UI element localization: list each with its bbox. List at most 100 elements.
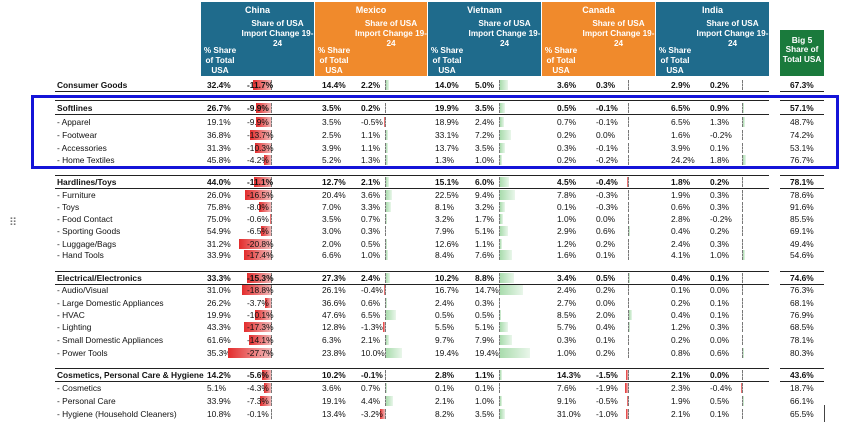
share-value: 3.5% bbox=[322, 214, 342, 224]
change-value: -0.1% bbox=[596, 103, 618, 113]
positive-bar bbox=[386, 143, 388, 153]
zero-axis bbox=[385, 285, 386, 295]
zero-axis bbox=[271, 310, 272, 320]
change-value: -0.2% bbox=[710, 214, 732, 224]
share-value: 19.1% bbox=[322, 396, 346, 406]
drag-handle-icon[interactable]: ⠿ bbox=[9, 217, 17, 229]
share-value: 0.1% bbox=[671, 285, 691, 295]
change-value: -0.6% bbox=[247, 214, 269, 224]
zero-axis bbox=[499, 285, 500, 295]
col-share-label: % Share of Total USA bbox=[430, 46, 464, 75]
positive-bar bbox=[386, 177, 390, 187]
section-underline bbox=[55, 381, 769, 382]
row-label: - Accessories bbox=[57, 143, 107, 153]
change-value: -0.1% bbox=[247, 409, 269, 419]
share-value: 5.2% bbox=[322, 155, 342, 165]
section-topline-big5 bbox=[780, 175, 824, 176]
share-value: 19.4% bbox=[435, 348, 459, 358]
change-value: 1.1% bbox=[475, 239, 495, 249]
big5-subtitle: Share of Total USA bbox=[782, 45, 822, 64]
country-name: China bbox=[244, 5, 270, 15]
share-value: 0.3% bbox=[557, 143, 577, 153]
change-value: 19.4% bbox=[475, 348, 499, 358]
change-value: 0.1% bbox=[710, 273, 730, 283]
negative-bar bbox=[249, 130, 271, 140]
section-underline bbox=[55, 284, 769, 285]
row-label: - Furniture bbox=[57, 190, 96, 200]
share-value: 8.1% bbox=[435, 202, 455, 212]
share-value: 33.1% bbox=[435, 130, 459, 140]
share-value: 33.9% bbox=[207, 396, 231, 406]
table-row-8: - Toys 75.8% -8.0% 7.0% 3.3% 8.1% 3.2% 0.1% -0.3… bbox=[0, 202, 865, 214]
share-value: 0.7% bbox=[557, 117, 577, 127]
row-label: - Personal Care bbox=[57, 396, 116, 406]
share-value: 5.7% bbox=[557, 322, 577, 332]
row-label: - Apparel bbox=[57, 117, 91, 127]
section-row-20: Cosmetics, Personal Care & Hygiene 14.2% -… bbox=[0, 370, 865, 382]
change-value: 0.3% bbox=[475, 298, 495, 308]
negative-bar bbox=[244, 250, 271, 260]
zero-axis bbox=[628, 250, 629, 260]
negative-bar bbox=[384, 117, 385, 127]
change-value: -0.4% bbox=[710, 383, 732, 393]
change-value: 0.6% bbox=[710, 348, 730, 358]
change-value: -14.1% bbox=[247, 335, 274, 345]
positive-bar bbox=[386, 273, 390, 283]
share-value: 47.6% bbox=[322, 310, 346, 320]
share-value: 2.0% bbox=[322, 239, 342, 249]
table-row-17: - Lighting 43.3% -17.3% 12.8% -1.3% 5.5% 5.1% 5… bbox=[0, 322, 865, 334]
change-value: -17.3% bbox=[247, 322, 274, 332]
big5-value: 54.6% bbox=[790, 250, 814, 260]
zero-axis bbox=[742, 202, 743, 212]
share-value: 3.4% bbox=[557, 273, 577, 283]
change-value: 0.6% bbox=[361, 298, 381, 308]
share-value: 12.8% bbox=[322, 322, 346, 332]
change-value: 1.8% bbox=[710, 155, 730, 165]
share-value: 15.1% bbox=[435, 177, 459, 187]
negative-bar bbox=[259, 396, 271, 406]
big5-value: 78.1% bbox=[790, 335, 814, 345]
country-header-india: India % Share of Total USA Share of USA Im… bbox=[656, 2, 769, 76]
positive-bar bbox=[386, 396, 393, 406]
negative-bar bbox=[252, 80, 271, 90]
change-value: 2.1% bbox=[361, 177, 381, 187]
big5-value: 74.6% bbox=[790, 273, 814, 283]
change-value: -0.4% bbox=[361, 285, 383, 295]
positive-bar bbox=[500, 348, 531, 358]
change-value: 7.6% bbox=[475, 250, 495, 260]
change-value: 7.2% bbox=[475, 130, 495, 140]
zero-axis bbox=[271, 190, 272, 200]
change-value: -0.2% bbox=[710, 130, 732, 140]
share-value: 13.4% bbox=[322, 409, 346, 419]
change-value: 0.2% bbox=[710, 226, 730, 236]
row-label: - Lighting bbox=[57, 322, 92, 332]
table-row-10: - Sporting Goods 54.9% -6.5% 3.0% 0.3% 7.9% 5.… bbox=[0, 226, 865, 238]
share-value: 43.3% bbox=[207, 322, 231, 332]
change-value: 0.1% bbox=[710, 298, 730, 308]
share-value: 32.4% bbox=[207, 80, 231, 90]
country-header-mexico: Mexico % Share of Total USA Share of USA I… bbox=[315, 2, 427, 76]
zero-axis bbox=[499, 130, 500, 140]
negative-bar bbox=[384, 285, 385, 295]
change-value: 0.2% bbox=[710, 80, 730, 90]
row-label: Consumer Goods bbox=[57, 80, 128, 90]
change-value: -1.5% bbox=[596, 370, 618, 380]
positive-bar bbox=[743, 396, 744, 406]
row-label: - Large Domestic Appliances bbox=[57, 298, 164, 308]
share-value: 13.7% bbox=[435, 143, 459, 153]
positive-bar bbox=[500, 239, 502, 249]
share-value: 26.1% bbox=[322, 285, 346, 295]
section-row-13: Electrical/Electronics 33.3% -15.3% 27.3% 2.… bbox=[0, 273, 865, 285]
big5-value: 80.3% bbox=[790, 348, 814, 358]
section-underline bbox=[55, 188, 769, 189]
table-row-16: - HVAC 19.9% -10.1% 47.6% 6.5% 0.5% 0.5% 8.5% 2.… bbox=[0, 310, 865, 322]
share-value: 0.4% bbox=[671, 310, 691, 320]
negative-bar bbox=[255, 143, 271, 153]
zero-axis bbox=[742, 298, 743, 308]
share-value: 0.8% bbox=[671, 348, 691, 358]
change-value: 3.5% bbox=[475, 409, 495, 419]
share-value: 2.3% bbox=[671, 383, 691, 393]
positive-bar bbox=[629, 310, 633, 320]
zero-axis bbox=[271, 409, 272, 419]
change-value: -11.1% bbox=[247, 177, 274, 187]
